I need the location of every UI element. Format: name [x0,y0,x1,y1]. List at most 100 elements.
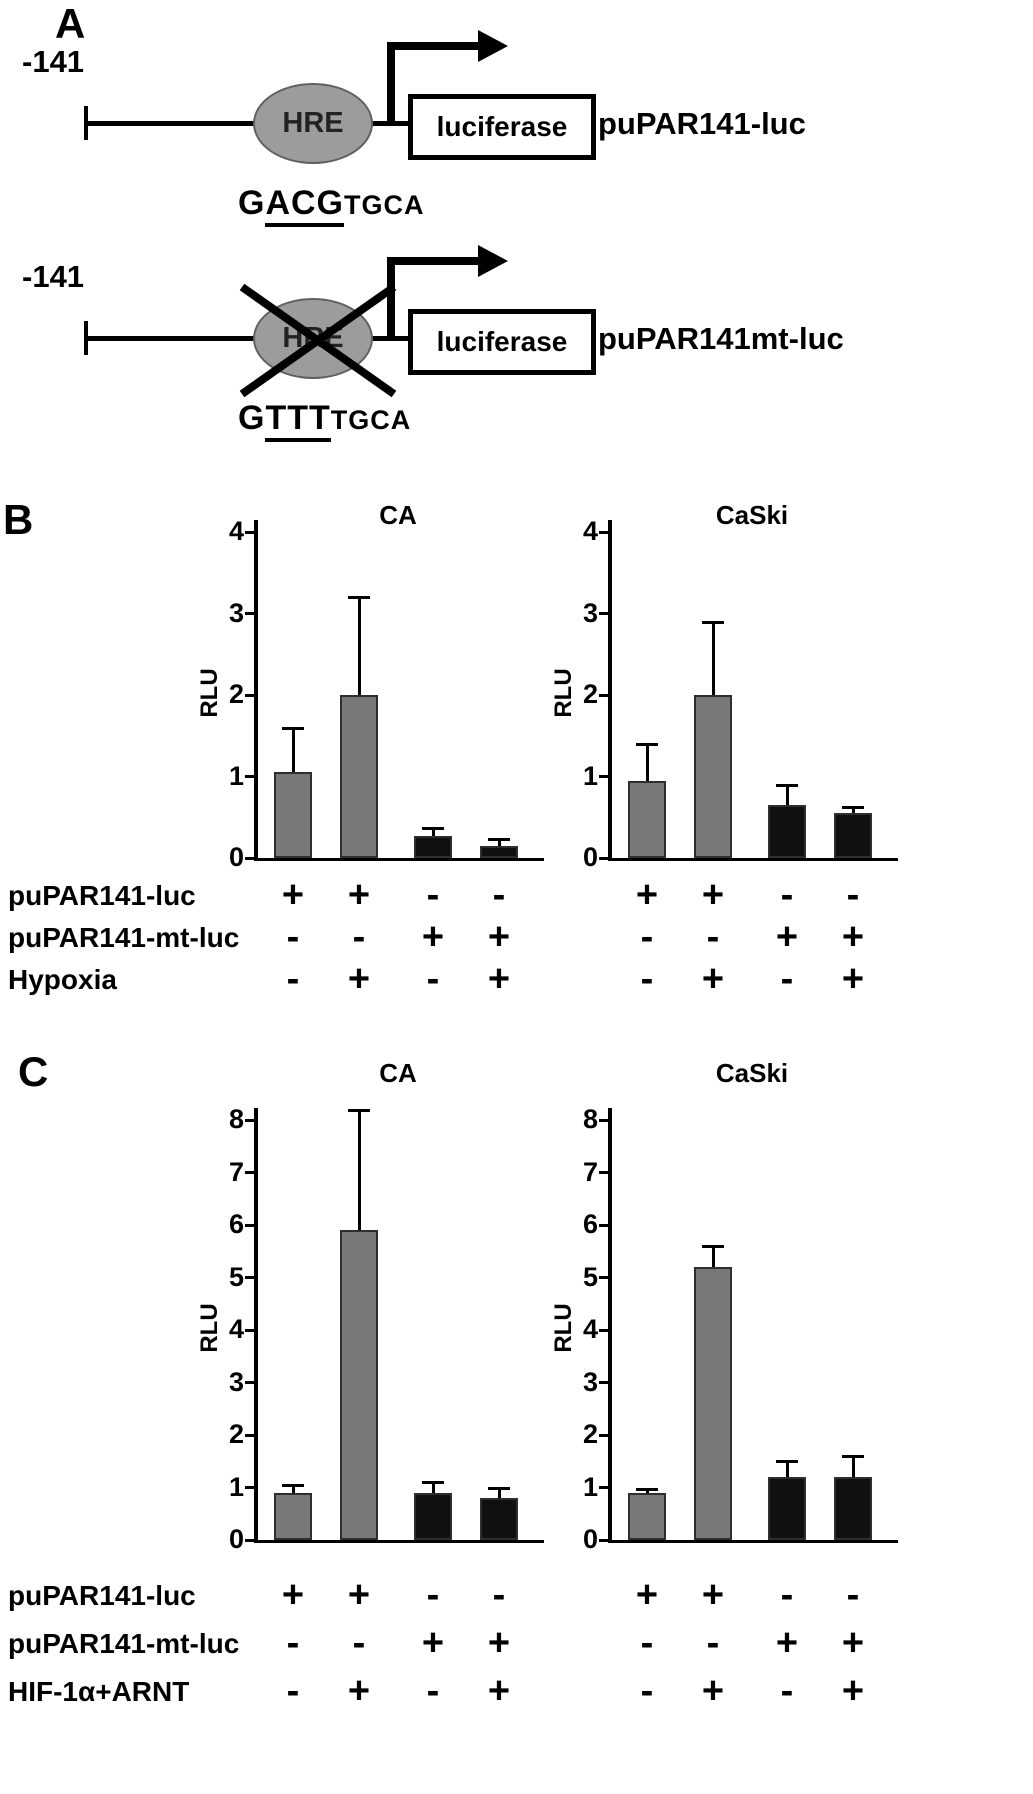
y-tick-label: 1 [582,760,598,791]
y-tick-label: 8 [582,1104,598,1134]
y-axis-line [254,1108,258,1542]
plus-minus-sign: - [426,1670,440,1712]
y-tick-label: 3 [582,1366,598,1397]
error-bar-cap [488,1486,510,1490]
y-tick-mark [245,775,254,778]
plus-minus-sign: + [841,1670,865,1712]
chart-c-caski: CaSki RLU 0 1 2 3 4 5 6 7 8 [550,1058,900,1554]
x-axis-line [254,858,544,861]
bar [480,845,518,858]
plus-minus-sign: - [492,1574,506,1616]
plus-minus-sign: + [701,874,725,916]
hre-ellipse-mutated: HRE [253,298,373,379]
y-axis-line [608,1108,612,1542]
bar [834,813,872,858]
y-tick-label: 0 [582,1524,598,1554]
y-tick-label: 3 [582,597,598,628]
bar [628,780,666,858]
panel-b-conditions: puPAR141-luc + + - - + + - - puPAR141-mt-luc - - + + -… [0,876,1033,1026]
plus-minus-sign: - [640,958,654,1000]
y-tick-mark [245,1433,254,1437]
error-bar-cap [842,1455,864,1458]
chart-title: CA [379,500,417,530]
y-tick-label: 7 [228,1156,244,1187]
plus-minus-sign: - [640,1670,654,1712]
y-tick-mark [599,530,608,534]
promoter-start-tick [84,106,88,140]
plus-minus-sign: + [635,874,659,916]
plus-minus-sign: + [841,958,865,1000]
sequence-prefix: G [238,399,266,437]
error-bar [497,1487,501,1498]
bar [834,1477,872,1540]
promoter-position-label: -141 [22,44,85,79]
y-tick-mark [245,530,254,534]
y-tick-label: 0 [228,1524,244,1554]
plus-minus-sign: + [281,874,305,916]
y-tick-mark [599,775,608,778]
error-bar-cap [422,826,444,830]
plus-minus-sign: - [286,1622,300,1664]
condition-row-label: puPAR141-luc [8,1580,196,1611]
error-bar-cap [636,742,658,746]
x-axis-line [254,1540,544,1543]
error-bar [711,621,715,695]
bar [768,805,806,858]
error-bar-cap [422,1481,444,1485]
luciferase-box: luciferase [408,309,596,375]
plus-minus-sign: + [421,916,445,958]
condition-row-label: Hypoxia [8,964,117,995]
plus-minus-sign: + [347,874,371,916]
y-tick-label: 4 [582,516,598,546]
y-tick-label: 2 [228,679,244,709]
plus-minus-sign: - [846,874,860,916]
panel-a: A -141 HRE -141 HRE luciferase puPAR141-… [0,0,1033,470]
luciferase-label: luciferase [436,111,568,142]
plus-minus-sign: - [846,1574,860,1616]
sequence-prefix: G [238,184,266,222]
transcription-arrowhead [478,30,508,62]
bar [414,1492,452,1540]
panel-c-label: C [18,1048,49,1095]
y-tick-mark [245,693,254,697]
plus-minus-sign: - [286,958,300,1000]
plus-minus-sign: - [492,874,506,916]
y-tick-label: 4 [228,516,244,546]
x-axis-line [608,858,898,861]
y-axis-line [608,520,612,860]
plus-minus-sign: + [841,916,865,958]
y-tick-mark [245,1118,254,1122]
promoter-position-label: -141 [22,259,85,294]
plus-minus-sign: - [780,958,794,1000]
error-bar-cap [282,1483,304,1487]
y-tick-label: 2 [582,679,598,709]
sequence-suffix: TGCA [330,405,412,435]
y-tick-label: 4 [228,1314,244,1344]
bar [414,835,452,858]
bar [628,1492,666,1540]
y-tick-mark [245,1486,254,1489]
plus-minus-sign: - [426,1574,440,1616]
plus-minus-sign: - [780,1574,794,1616]
y-tick-mark [599,1118,608,1122]
y-tick-label: 1 [228,1471,244,1502]
y-tick-label: 8 [228,1104,244,1134]
plus-minus-sign: - [352,1622,366,1664]
chart-title: CaSki [715,1058,789,1088]
plus-minus-sign: + [701,1670,725,1712]
error-bar [851,1456,855,1477]
plus-minus-sign: + [347,1574,371,1616]
plus-minus-sign: - [640,1622,654,1664]
error-bar [357,1109,361,1231]
error-bar [431,1482,435,1493]
panel-c-conditions: puPAR141-luc + + - - + + - - puPAR141-mt-luc - - + + -… [0,1576,1033,1744]
plus-minus-sign: - [426,958,440,1000]
y-tick-label: 5 [228,1261,244,1292]
y-tick-mark [245,856,254,860]
y-tick-mark [245,1381,254,1384]
hre-label: HRE [282,107,344,139]
y-tick-mark [599,1223,608,1227]
plus-minus-sign: + [347,1670,371,1712]
sequence-suffix: TGCA [344,190,425,220]
